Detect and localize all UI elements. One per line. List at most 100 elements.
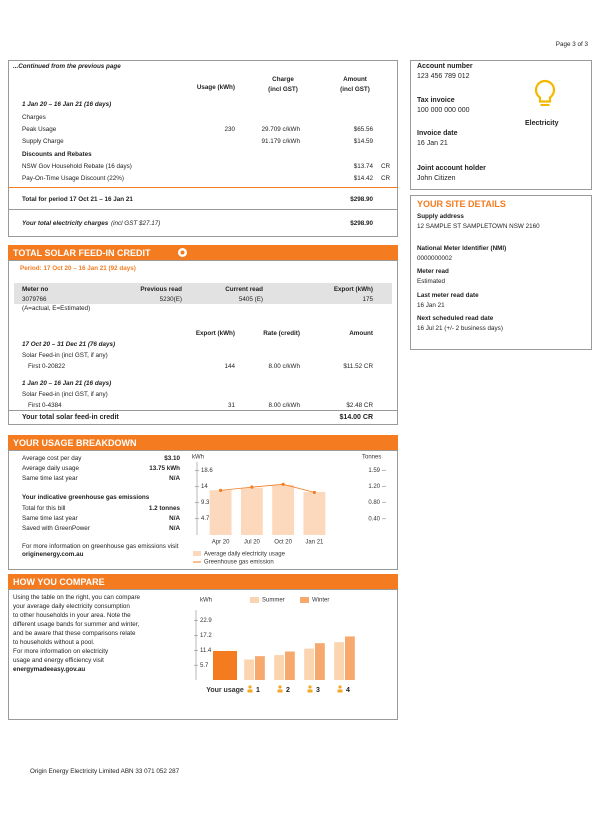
stat-value: $3.10 — [164, 455, 180, 462]
total-label: Your total solar feed-in credit — [22, 414, 119, 421]
compare-bar — [304, 648, 314, 680]
paragraph-line: For more information on electricity — [13, 648, 109, 655]
col-header: (incl GST) — [340, 86, 370, 93]
y-tick-label: 18.6 — [201, 468, 213, 474]
y-tick-label: 14 — [201, 484, 208, 490]
paragraph-line: to other households in your area. Note t… — [13, 612, 131, 619]
meter-note: (A=actual, E=Estimated) — [22, 305, 91, 312]
compare-bar — [274, 655, 284, 680]
rate: 8.00 c/kWh — [268, 402, 301, 409]
band: First 0-4384 — [28, 402, 62, 409]
person-icon — [247, 689, 253, 693]
x-tick-label: 2 — [286, 687, 290, 694]
site-label: Last meter read date — [417, 292, 479, 299]
period: Period: 17 Oct 20 – 16 Jan 21 (92 days) — [20, 265, 136, 272]
legend-swatch — [193, 551, 201, 556]
period: 1 Jan 20 – 16 Jan 21 (16 days) — [22, 101, 112, 108]
x-tick-label: 4 — [346, 687, 350, 694]
footer: Origin Energy Electricity Limited ABN 33… — [30, 768, 180, 775]
legend-label: Greenhouse gas emission — [204, 560, 274, 566]
site-title: YOUR SITE DETAILS — [417, 199, 506, 209]
compare-box — [8, 589, 398, 720]
person-icon — [307, 689, 313, 693]
stat-label: Total for this bill — [22, 505, 66, 512]
x-tick-label: Jul 20 — [244, 540, 261, 546]
sun-icon — [178, 248, 187, 257]
total-amount: $298.90 — [350, 220, 373, 227]
y-tick-label: 17.2 — [200, 633, 212, 639]
site-box — [410, 195, 592, 350]
y2-axis-label: Tonnes — [362, 455, 381, 461]
account-label: Invoice date — [417, 130, 458, 137]
stat-value: N/A — [169, 515, 180, 522]
stat-label: Average cost per day — [22, 455, 82, 462]
x-tick-label: 3 — [316, 687, 320, 694]
col-header: Charge — [272, 76, 294, 83]
col-header: (incl GST) — [268, 86, 298, 93]
ghg-point — [219, 488, 223, 492]
meter-header: Current read — [225, 286, 263, 293]
meter-cell: 3079766 — [22, 296, 47, 303]
x-tick-label: Your usage — [206, 687, 244, 694]
ghg-point — [312, 490, 316, 495]
usage-bar — [303, 491, 326, 535]
row-amount: $13.74 — [353, 163, 373, 170]
section-title: TOTAL SOLAR FEED-IN CREDIT — [13, 248, 151, 258]
paragraph-line: different usage bands for summer and win… — [13, 621, 140, 628]
row-label: Peak Usage — [22, 126, 57, 133]
row-amount: $14.59 — [353, 138, 373, 145]
section-title: YOUR USAGE BREAKDOWN — [13, 438, 137, 448]
period: 17 Oct 20 – 31 Dec 21 (76 days) — [22, 341, 116, 348]
rule — [8, 209, 398, 210]
legend-label: Summer — [262, 598, 285, 604]
account-value: John Citizen — [417, 175, 456, 182]
ghg-point — [250, 485, 254, 489]
site-label: Meter read — [417, 268, 449, 275]
usage-bar — [240, 487, 263, 535]
person-icon — [278, 685, 282, 689]
section-title: HOW YOU COMPARE — [13, 577, 105, 587]
total-label: Total for period 17 Oct 21 – 16 Jan 21 — [22, 196, 133, 203]
bulb-icon — [534, 79, 556, 106]
site-label: Next scheduled read date — [417, 315, 494, 322]
meter-header: Previous read — [140, 286, 182, 293]
legend-label: Winter — [312, 598, 329, 604]
ghg-title: Your indicative greenhouse gas emissions — [22, 494, 150, 501]
page-label: Page 3 of 3 — [555, 41, 588, 48]
site-value: Estimated — [417, 278, 445, 285]
x-tick-label: 1 — [256, 687, 260, 694]
solar-box — [8, 260, 398, 425]
y-axis-label: kWh — [192, 455, 204, 461]
y2-tick-label: 0.80 — [368, 500, 380, 506]
rate: 8.00 c/kWh — [268, 363, 301, 370]
usage-bar — [272, 484, 295, 535]
stat-value: N/A — [169, 525, 180, 532]
row-rate: 91.179 c/kWh — [261, 138, 300, 145]
site-label: Supply address — [417, 213, 464, 220]
meter-cell: 5405 (E) — [238, 296, 263, 303]
your-usage-bar — [213, 650, 237, 680]
period: 1 Jan 20 – 16 Jan 21 (16 days) — [22, 380, 112, 387]
person-icon — [308, 685, 312, 689]
row-label: NSW Gov Household Rebate (16 days) — [22, 163, 132, 170]
total-label: Your total electricity charges — [22, 220, 109, 227]
site-value: 12 SAMPLE ST SAMPLETOWN NSW 2160 — [417, 223, 540, 230]
stat-value: 13.75 kWh — [149, 465, 180, 472]
y-tick-label: 22.9 — [200, 618, 212, 624]
info-link: originenergy.com.au — [22, 551, 84, 558]
account-value: 123 456 789 012 — [417, 73, 470, 80]
usage-box — [8, 450, 398, 570]
paragraph-line: and be aware that these comparisons rela… — [13, 630, 136, 637]
person-icon — [248, 685, 252, 689]
stat-value: N/A — [169, 475, 180, 482]
desc: Solar Feed-in (incl GST, if any) — [22, 391, 108, 398]
charges-box — [8, 60, 398, 237]
desc: Solar Feed-in (incl GST, if any) — [22, 352, 108, 359]
meter-header: Meter no — [22, 286, 49, 293]
compare-header — [8, 574, 398, 589]
ghg-point — [281, 482, 285, 486]
meter-band — [14, 283, 392, 304]
amount: $2.48 CR — [346, 402, 373, 409]
y2-tick-label: 1.20 — [368, 484, 380, 490]
account-value: 100 000 000 000 — [417, 107, 470, 114]
